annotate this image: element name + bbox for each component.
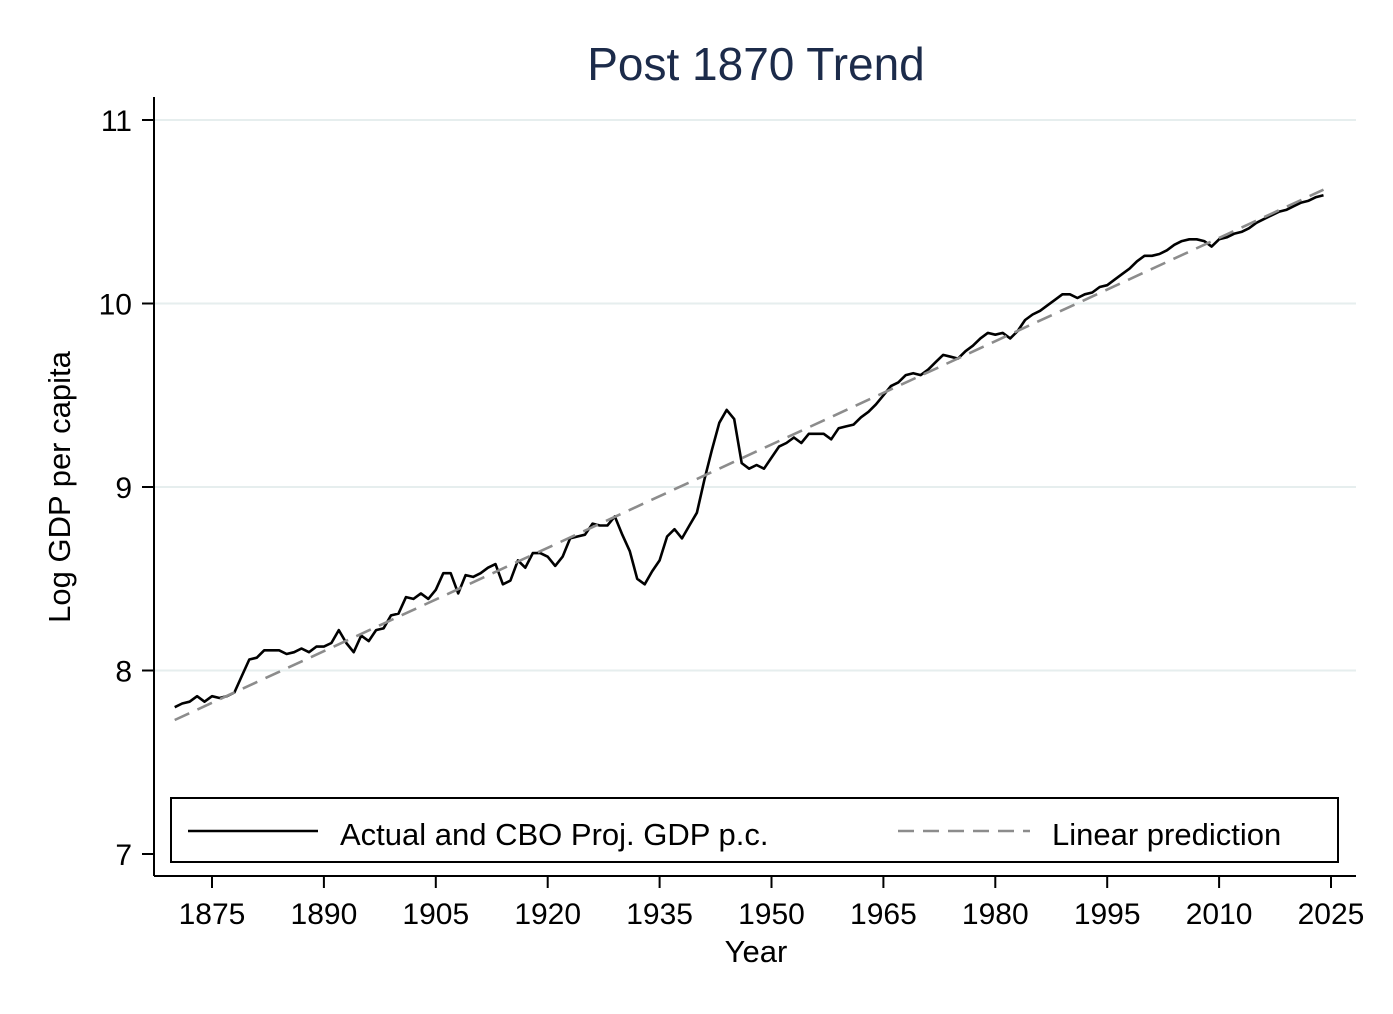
chart-title: Post 1870 Trend <box>587 38 925 90</box>
x-tick-label: 1905 <box>402 898 469 931</box>
x-tick-label: 2010 <box>1186 898 1253 931</box>
x-tick-label: 1980 <box>962 898 1029 931</box>
x-tick-label: 2025 <box>1298 898 1365 931</box>
legend: Actual and CBO Proj. GDP p.c. Linear pre… <box>170 797 1339 863</box>
series-line-actual <box>174 193 1324 709</box>
y-tick-label: 9 <box>115 472 132 505</box>
y-tick-label: 11 <box>101 105 132 138</box>
series-group <box>174 188 1325 722</box>
x-tick-label: 1965 <box>850 898 917 931</box>
x-tick-label: 1935 <box>626 898 693 931</box>
series-line-linear-prediction <box>174 188 1325 722</box>
x-tick-label: 1875 <box>179 898 246 931</box>
x-axis-label: Year <box>725 934 788 969</box>
y-axis-ticks: 7 8 9 10 11 <box>99 105 154 872</box>
x-tick-label: 1995 <box>1074 898 1141 931</box>
x-tick-label: 1890 <box>291 898 358 931</box>
y-tick-label: 7 <box>115 839 132 872</box>
legend-box <box>170 797 1339 863</box>
legend-label-actual: Actual and CBO Proj. GDP p.c. <box>340 817 768 852</box>
x-tick-label: 1920 <box>514 898 581 931</box>
x-axis-ticks: 1875 1890 1905 1920 1935 1950 1965 1980 1995 2010… <box>179 876 1365 931</box>
y-axis-label: Log GDP per capita <box>42 350 77 622</box>
gridlines <box>154 119 1356 672</box>
y-tick-label: 8 <box>115 656 132 689</box>
y-tick-label: 10 <box>99 289 132 322</box>
x-tick-label: 1950 <box>738 898 805 931</box>
legend-label-linear: Linear prediction <box>1052 817 1281 852</box>
